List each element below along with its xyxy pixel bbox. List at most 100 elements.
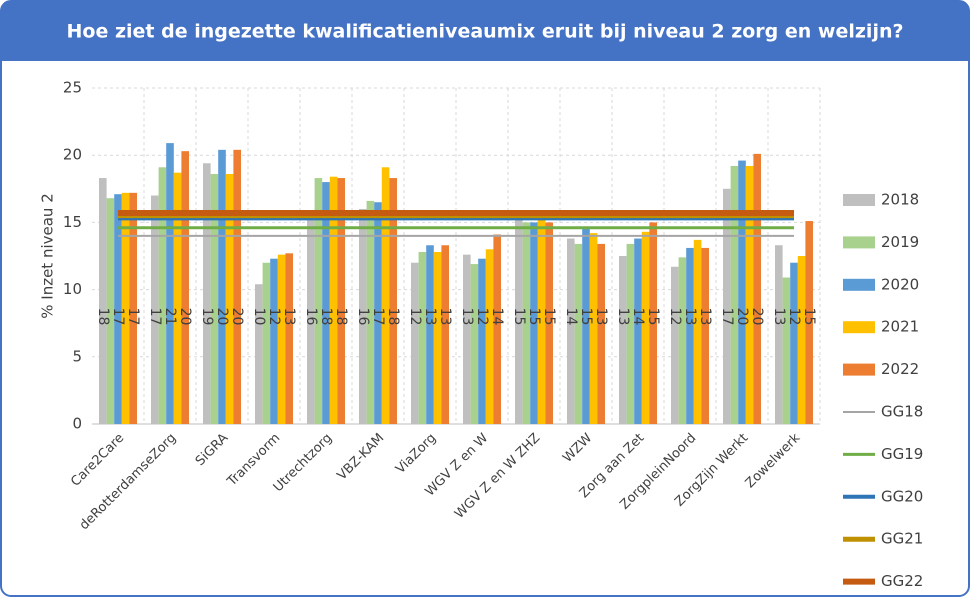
data-label: 15 <box>645 308 661 326</box>
bar <box>233 149 241 424</box>
bar <box>537 218 546 424</box>
data-label: 13 <box>615 308 631 326</box>
bar <box>151 195 159 424</box>
bar <box>181 151 189 424</box>
legend-swatch <box>843 363 875 376</box>
bar <box>277 254 286 424</box>
bar <box>626 243 635 424</box>
bar <box>411 262 419 424</box>
data-label: 13 <box>281 308 297 326</box>
legend-swatch <box>843 321 875 334</box>
data-label: 17 <box>125 308 141 326</box>
bar <box>359 208 367 424</box>
y-tick-label: 0 <box>72 415 82 433</box>
bar <box>582 227 590 424</box>
bar <box>381 167 390 424</box>
data-label: 13 <box>422 308 438 326</box>
legend-label: 2018 <box>881 191 919 209</box>
bar <box>753 153 761 424</box>
bar <box>418 251 427 424</box>
legend-label: 2019 <box>881 233 919 251</box>
bar <box>738 160 746 425</box>
bar <box>285 253 293 424</box>
bar <box>545 222 553 424</box>
bar <box>678 257 687 424</box>
data-label: 12 <box>266 308 282 326</box>
chart-title: Hoe ziet de ingezette kwalificatieniveau… <box>66 21 903 43</box>
bar <box>730 165 739 424</box>
data-label: 13 <box>459 308 475 326</box>
bar <box>671 266 679 424</box>
data-label: 17 <box>110 308 126 326</box>
bar <box>99 178 107 424</box>
data-label: 19 <box>199 308 215 326</box>
bar <box>493 234 501 424</box>
bar <box>366 200 375 424</box>
data-label: 12 <box>786 308 802 326</box>
bar <box>307 215 315 424</box>
data-label: 15 <box>541 308 557 326</box>
data-label: 15 <box>578 308 594 326</box>
bar <box>693 239 702 424</box>
bar <box>218 149 226 424</box>
bar <box>329 176 338 424</box>
header <box>1 1 969 61</box>
bar <box>470 264 479 424</box>
data-label: 17 <box>147 308 163 326</box>
bar <box>129 192 137 424</box>
data-label: 20 <box>214 308 230 326</box>
data-label: 12 <box>407 308 423 326</box>
legend-swatch <box>843 278 875 291</box>
legend-swatch <box>843 236 875 249</box>
bar <box>567 238 575 424</box>
y-tick-label: 10 <box>63 280 82 298</box>
bar <box>121 192 130 424</box>
bar <box>574 243 583 424</box>
bar <box>337 178 345 424</box>
bar <box>166 143 174 424</box>
bar <box>210 174 219 424</box>
bar <box>634 238 642 424</box>
bar <box>775 245 783 424</box>
data-label: 14 <box>489 308 505 326</box>
data-label: 16 <box>355 308 371 326</box>
bar <box>485 249 494 424</box>
bar <box>374 202 382 424</box>
data-label: 12 <box>474 308 490 326</box>
bar <box>314 178 323 424</box>
data-label: 14 <box>563 308 579 326</box>
bar <box>597 243 605 424</box>
bar <box>686 247 694 424</box>
legend-label: GG18 <box>881 403 923 421</box>
bar <box>158 167 167 424</box>
bar <box>619 256 627 424</box>
bar <box>790 262 798 424</box>
data-label: 13 <box>697 308 713 326</box>
data-label: 20 <box>177 308 193 326</box>
bar <box>649 222 657 424</box>
data-label: 20 <box>734 308 750 326</box>
data-label: 18 <box>95 308 111 326</box>
data-label: 13 <box>437 308 453 326</box>
data-label: 18 <box>385 308 401 326</box>
bar <box>723 188 731 424</box>
legend-label: 2020 <box>881 275 919 293</box>
bar <box>203 163 211 424</box>
bar <box>225 174 234 424</box>
data-label: 20 <box>229 308 245 326</box>
bar <box>270 258 278 424</box>
y-axis-label: % Inzet niveau 2 <box>39 193 57 319</box>
bar <box>589 233 598 424</box>
data-label: 14 <box>630 308 646 326</box>
bar <box>173 172 182 424</box>
bar <box>106 198 115 424</box>
y-tick-label: 25 <box>63 79 82 97</box>
bar <box>262 262 271 424</box>
bar <box>441 245 449 424</box>
legend-label: 2022 <box>881 360 919 378</box>
y-tick-label: 5 <box>72 347 82 365</box>
bar <box>530 222 538 424</box>
bar <box>782 277 791 424</box>
data-label: 18 <box>318 308 334 326</box>
